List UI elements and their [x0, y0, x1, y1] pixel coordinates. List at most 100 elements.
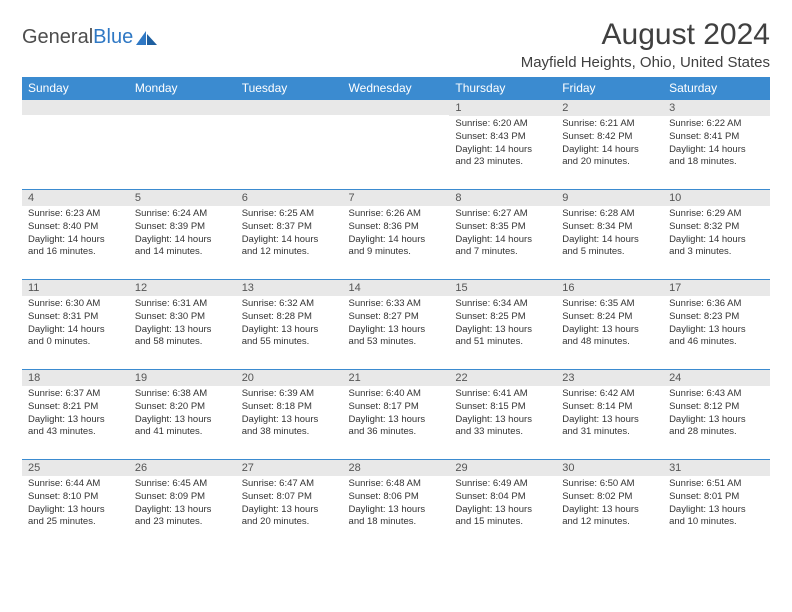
- day-number: 5: [129, 189, 236, 206]
- day-info-line: Sunset: 8:14 PM: [562, 401, 657, 414]
- day-info-line: Daylight: 14 hours and 9 minutes.: [349, 234, 444, 260]
- logo: GeneralBlue: [22, 18, 158, 49]
- day-info-line: Sunrise: 6:44 AM: [28, 478, 123, 491]
- day-info-line: Sunrise: 6:26 AM: [349, 208, 444, 221]
- day-number: 20: [236, 369, 343, 386]
- day-info-line: Daylight: 13 hours and 31 minutes.: [562, 414, 657, 440]
- day-info-line: Sunrise: 6:34 AM: [455, 298, 550, 311]
- calendar-cell: 15Sunrise: 6:34 AMSunset: 8:25 PMDayligh…: [449, 279, 556, 369]
- day-info-line: Sunset: 8:01 PM: [669, 491, 764, 504]
- day-info-line: Sunrise: 6:30 AM: [28, 298, 123, 311]
- day-content: Sunrise: 6:41 AMSunset: 8:15 PMDaylight:…: [449, 386, 556, 443]
- day-info-line: Daylight: 13 hours and 36 minutes.: [349, 414, 444, 440]
- day-info-line: Daylight: 13 hours and 53 minutes.: [349, 324, 444, 350]
- day-info-line: Daylight: 13 hours and 12 minutes.: [562, 504, 657, 530]
- day-number: 26: [129, 459, 236, 476]
- day-content: Sunrise: 6:31 AMSunset: 8:30 PMDaylight:…: [129, 296, 236, 353]
- calendar-week: 18Sunrise: 6:37 AMSunset: 8:21 PMDayligh…: [22, 369, 770, 459]
- day-info-line: Sunrise: 6:22 AM: [669, 118, 764, 131]
- title-block: August 2024 Mayfield Heights, Ohio, Unit…: [521, 18, 770, 71]
- day-content: Sunrise: 6:27 AMSunset: 8:35 PMDaylight:…: [449, 206, 556, 263]
- calendar-cell: 31Sunrise: 6:51 AMSunset: 8:01 PMDayligh…: [663, 459, 770, 549]
- calendar-cell: 4Sunrise: 6:23 AMSunset: 8:40 PMDaylight…: [22, 189, 129, 279]
- day-info-line: Sunset: 8:25 PM: [455, 311, 550, 324]
- day-info-line: Sunrise: 6:41 AM: [455, 388, 550, 401]
- day-info-line: Sunset: 8:35 PM: [455, 221, 550, 234]
- calendar-cell: 1Sunrise: 6:20 AMSunset: 8:43 PMDaylight…: [449, 99, 556, 189]
- day-info-line: Sunrise: 6:50 AM: [562, 478, 657, 491]
- day-info-line: Sunrise: 6:45 AM: [135, 478, 230, 491]
- day-content: Sunrise: 6:45 AMSunset: 8:09 PMDaylight:…: [129, 476, 236, 533]
- day-info-line: Sunrise: 6:23 AM: [28, 208, 123, 221]
- day-content: [129, 115, 236, 121]
- day-number: [343, 99, 450, 115]
- day-content: Sunrise: 6:34 AMSunset: 8:25 PMDaylight:…: [449, 296, 556, 353]
- day-info-line: Sunset: 8:02 PM: [562, 491, 657, 504]
- day-content: Sunrise: 6:32 AMSunset: 8:28 PMDaylight:…: [236, 296, 343, 353]
- day-info-line: Sunrise: 6:37 AM: [28, 388, 123, 401]
- day-info-line: Sunrise: 6:32 AM: [242, 298, 337, 311]
- calendar-week: 11Sunrise: 6:30 AMSunset: 8:31 PMDayligh…: [22, 279, 770, 369]
- day-info-line: Daylight: 13 hours and 20 minutes.: [242, 504, 337, 530]
- calendar-cell: 11Sunrise: 6:30 AMSunset: 8:31 PMDayligh…: [22, 279, 129, 369]
- day-content: [343, 115, 450, 121]
- calendar-body: 1Sunrise: 6:20 AMSunset: 8:43 PMDaylight…: [22, 99, 770, 549]
- day-info-line: Sunset: 8:36 PM: [349, 221, 444, 234]
- day-info-line: Sunrise: 6:24 AM: [135, 208, 230, 221]
- day-content: Sunrise: 6:25 AMSunset: 8:37 PMDaylight:…: [236, 206, 343, 263]
- calendar-cell: 17Sunrise: 6:36 AMSunset: 8:23 PMDayligh…: [663, 279, 770, 369]
- day-number: 22: [449, 369, 556, 386]
- logo-text-2: Blue: [93, 26, 133, 49]
- calendar-cell: 23Sunrise: 6:42 AMSunset: 8:14 PMDayligh…: [556, 369, 663, 459]
- day-info-line: Sunset: 8:12 PM: [669, 401, 764, 414]
- day-number: 8: [449, 189, 556, 206]
- day-info-line: Daylight: 14 hours and 18 minutes.: [669, 144, 764, 170]
- day-info-line: Sunset: 8:04 PM: [455, 491, 550, 504]
- day-info-line: Daylight: 14 hours and 12 minutes.: [242, 234, 337, 260]
- calendar-cell: [22, 99, 129, 189]
- calendar-cell: 22Sunrise: 6:41 AMSunset: 8:15 PMDayligh…: [449, 369, 556, 459]
- day-info-line: Sunset: 8:41 PM: [669, 131, 764, 144]
- day-number: 29: [449, 459, 556, 476]
- day-info-line: Daylight: 14 hours and 16 minutes.: [28, 234, 123, 260]
- calendar-cell: 29Sunrise: 6:49 AMSunset: 8:04 PMDayligh…: [449, 459, 556, 549]
- day-info-line: Sunrise: 6:38 AM: [135, 388, 230, 401]
- day-content: Sunrise: 6:22 AMSunset: 8:41 PMDaylight:…: [663, 116, 770, 173]
- day-info-line: Sunset: 8:06 PM: [349, 491, 444, 504]
- calendar-cell: 20Sunrise: 6:39 AMSunset: 8:18 PMDayligh…: [236, 369, 343, 459]
- day-number: 6: [236, 189, 343, 206]
- day-info-line: Sunset: 8:32 PM: [669, 221, 764, 234]
- day-info-line: Daylight: 14 hours and 23 minutes.: [455, 144, 550, 170]
- day-info-line: Sunrise: 6:48 AM: [349, 478, 444, 491]
- day-content: Sunrise: 6:49 AMSunset: 8:04 PMDaylight:…: [449, 476, 556, 533]
- day-info-line: Daylight: 13 hours and 58 minutes.: [135, 324, 230, 350]
- day-info-line: Sunrise: 6:51 AM: [669, 478, 764, 491]
- day-info-line: Sunrise: 6:39 AM: [242, 388, 337, 401]
- day-number: 28: [343, 459, 450, 476]
- calendar-week: 1Sunrise: 6:20 AMSunset: 8:43 PMDaylight…: [22, 99, 770, 189]
- day-content: Sunrise: 6:30 AMSunset: 8:31 PMDaylight:…: [22, 296, 129, 353]
- day-number: 14: [343, 279, 450, 296]
- day-content: Sunrise: 6:40 AMSunset: 8:17 PMDaylight:…: [343, 386, 450, 443]
- day-info-line: Daylight: 13 hours and 25 minutes.: [28, 504, 123, 530]
- calendar-cell: 5Sunrise: 6:24 AMSunset: 8:39 PMDaylight…: [129, 189, 236, 279]
- day-content: Sunrise: 6:35 AMSunset: 8:24 PMDaylight:…: [556, 296, 663, 353]
- day-content: Sunrise: 6:36 AMSunset: 8:23 PMDaylight:…: [663, 296, 770, 353]
- day-info-line: Sunrise: 6:43 AM: [669, 388, 764, 401]
- day-info-line: Daylight: 13 hours and 55 minutes.: [242, 324, 337, 350]
- day-info-line: Sunrise: 6:36 AM: [669, 298, 764, 311]
- calendar-cell: 7Sunrise: 6:26 AMSunset: 8:36 PMDaylight…: [343, 189, 450, 279]
- day-number: 1: [449, 99, 556, 116]
- day-number: 27: [236, 459, 343, 476]
- day-info-line: Sunrise: 6:25 AM: [242, 208, 337, 221]
- calendar-cell: 8Sunrise: 6:27 AMSunset: 8:35 PMDaylight…: [449, 189, 556, 279]
- calendar-cell: 2Sunrise: 6:21 AMSunset: 8:42 PMDaylight…: [556, 99, 663, 189]
- day-number: 15: [449, 279, 556, 296]
- day-info-line: Sunset: 8:28 PM: [242, 311, 337, 324]
- day-info-line: Daylight: 14 hours and 0 minutes.: [28, 324, 123, 350]
- day-header-row: SundayMondayTuesdayWednesdayThursdayFrid…: [22, 77, 770, 99]
- day-info-line: Daylight: 13 hours and 33 minutes.: [455, 414, 550, 440]
- day-header: Friday: [556, 77, 663, 99]
- day-content: Sunrise: 6:21 AMSunset: 8:42 PMDaylight:…: [556, 116, 663, 173]
- day-number: 16: [556, 279, 663, 296]
